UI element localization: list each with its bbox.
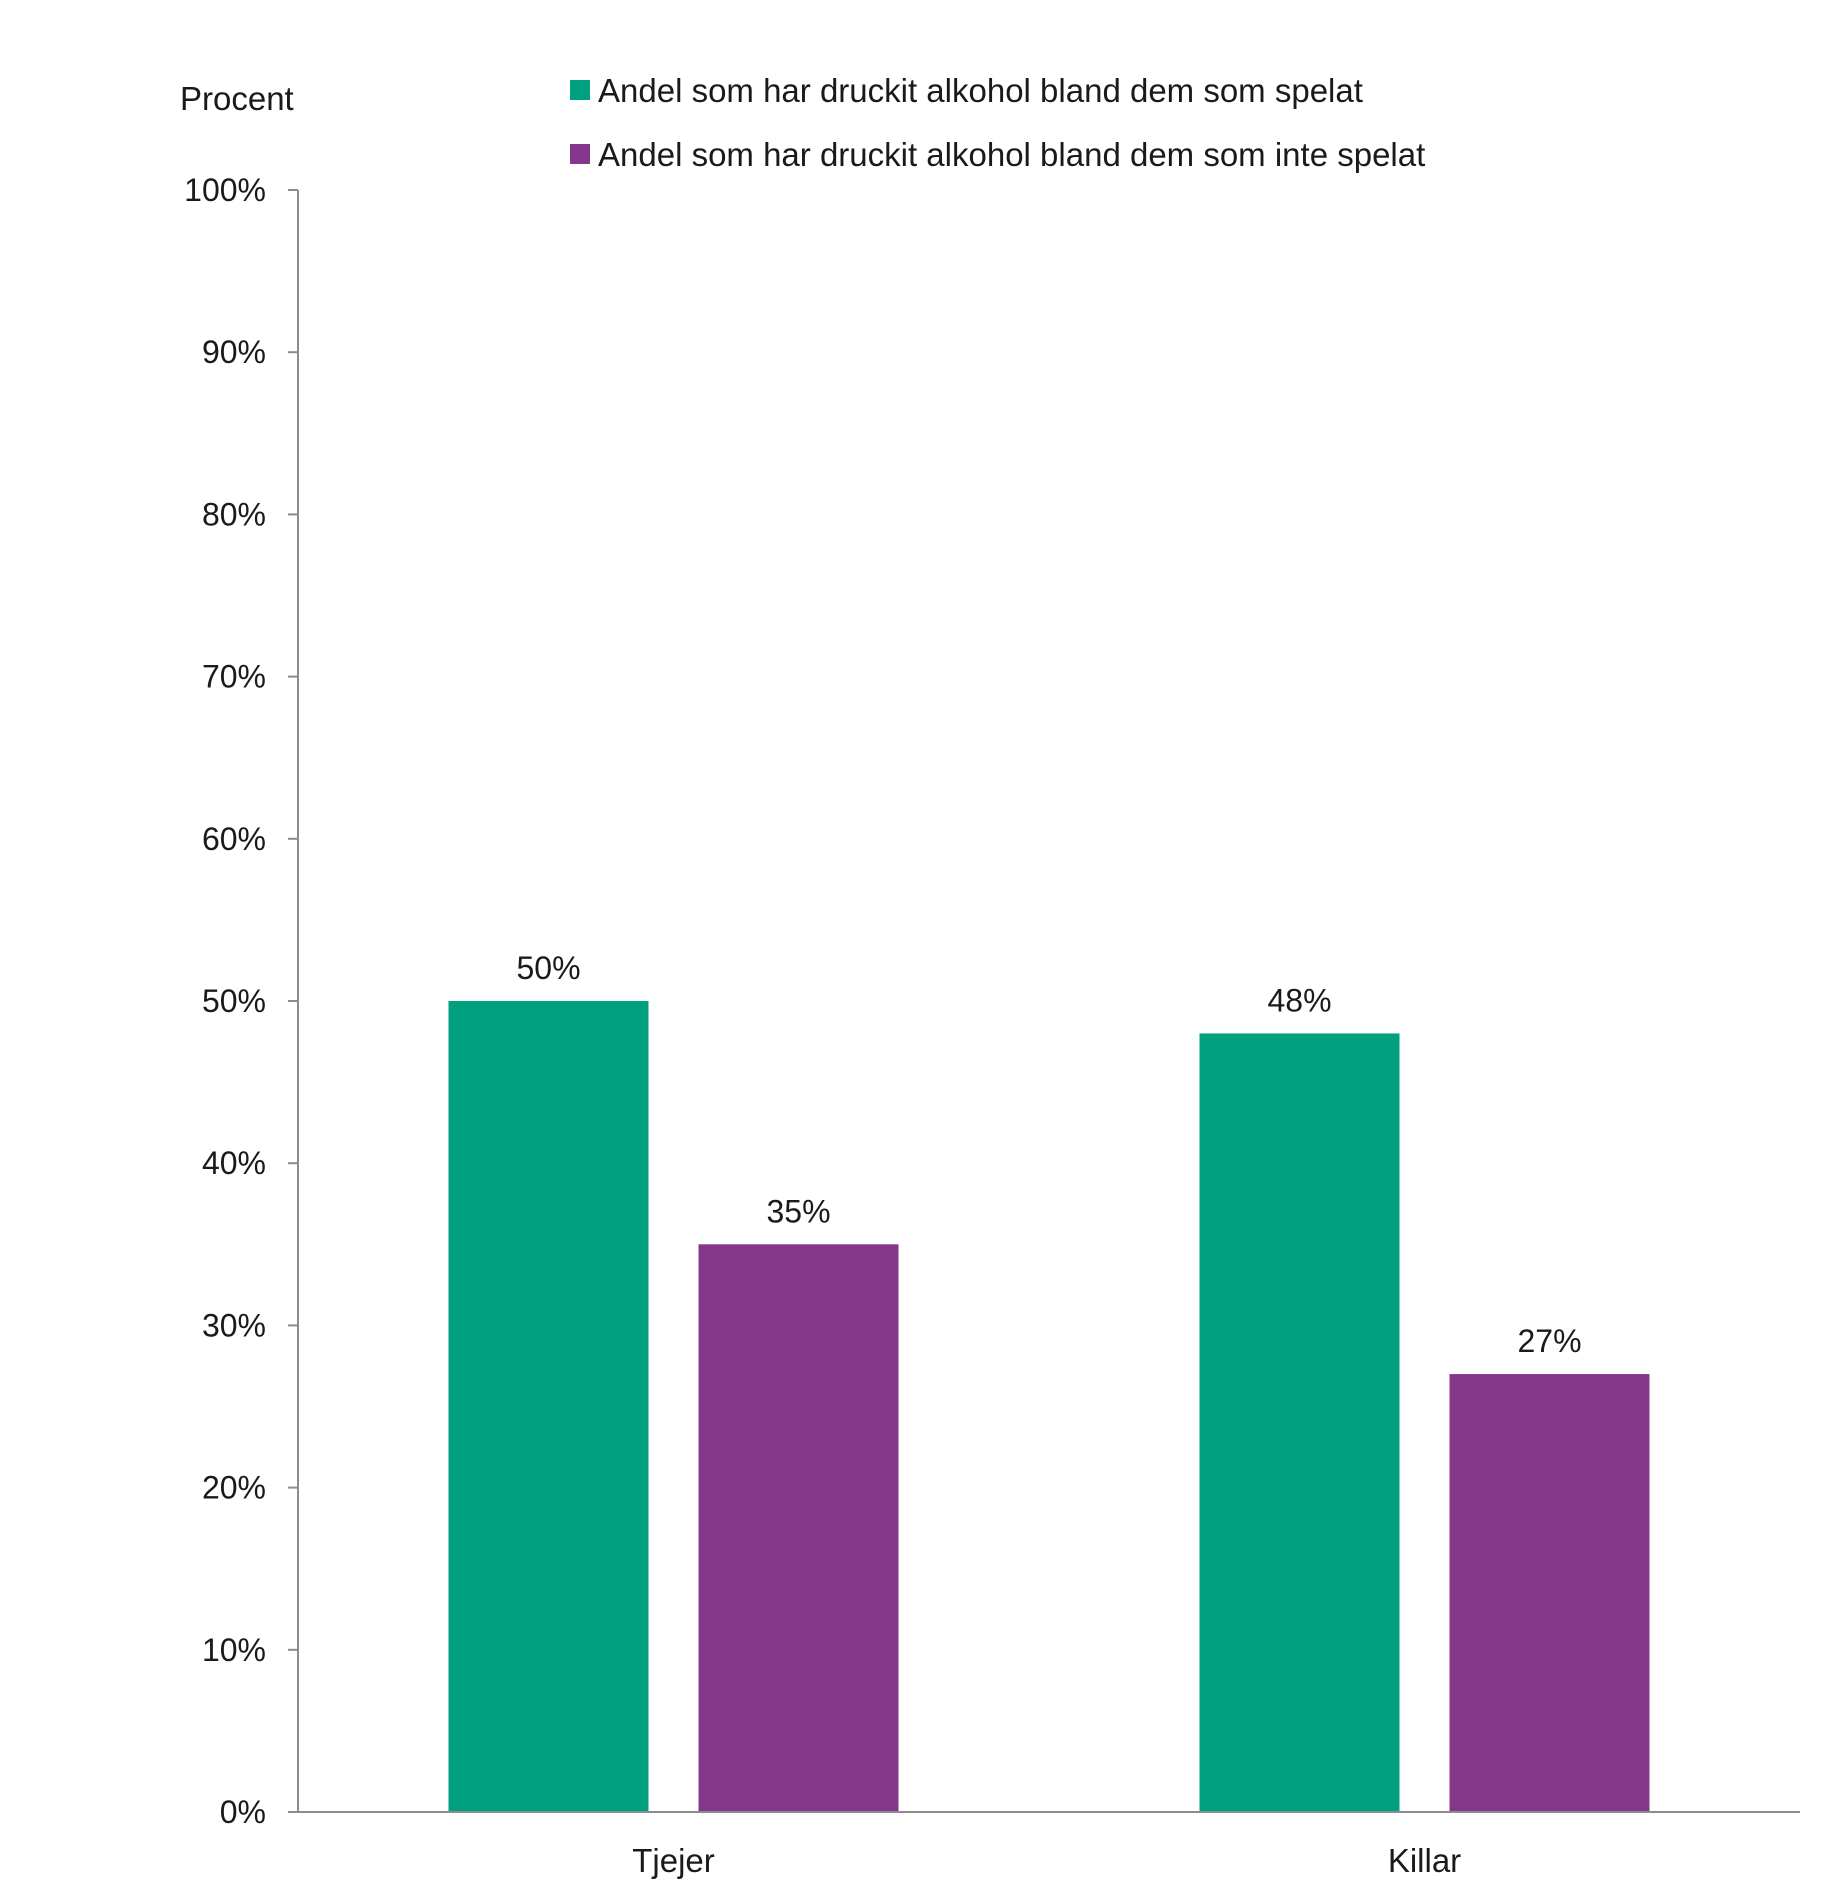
x-category-label: Tjejer [632,1842,715,1879]
y-tick-label: 40% [202,1145,266,1181]
legend-swatch [570,144,590,164]
bar [1449,1374,1650,1812]
y-tick-label: 30% [202,1307,266,1343]
bars: 50% 35% 48% 27% [448,950,1650,1812]
data-label: 48% [1267,982,1331,1018]
y-tick-label: 60% [202,821,266,857]
x-category-label: Killar [1388,1842,1461,1879]
y-axis-title: Procent [180,80,294,117]
bar [1199,1033,1400,1812]
y-tick-label: 0% [220,1794,266,1830]
bar [448,1001,649,1812]
y-tick-label: 50% [202,983,266,1019]
y-tick-label: 70% [202,659,266,695]
legend: Andel som har druckit alkohol bland dem … [570,72,1425,173]
data-label: 50% [516,950,580,986]
y-tick-label: 80% [202,496,266,532]
bar [698,1244,899,1812]
data-label: 27% [1517,1323,1581,1359]
x-axis: Tjejer Killar [288,1811,1800,1879]
legend-label: Andel som har druckit alkohol bland dem … [598,72,1363,109]
y-tick-label: 10% [202,1632,266,1668]
y-tick-label: 100% [184,172,266,208]
legend-swatch [570,80,590,100]
data-label: 35% [766,1193,830,1229]
y-tick-label: 90% [202,334,266,370]
y-axis: 0% 10% 20% 30% 40% 50% 60% 70% 80% 90% 100% [184,172,299,1830]
y-tick-label: 20% [202,1470,266,1506]
legend-label: Andel som har druckit alkohol bland dem … [598,136,1425,173]
